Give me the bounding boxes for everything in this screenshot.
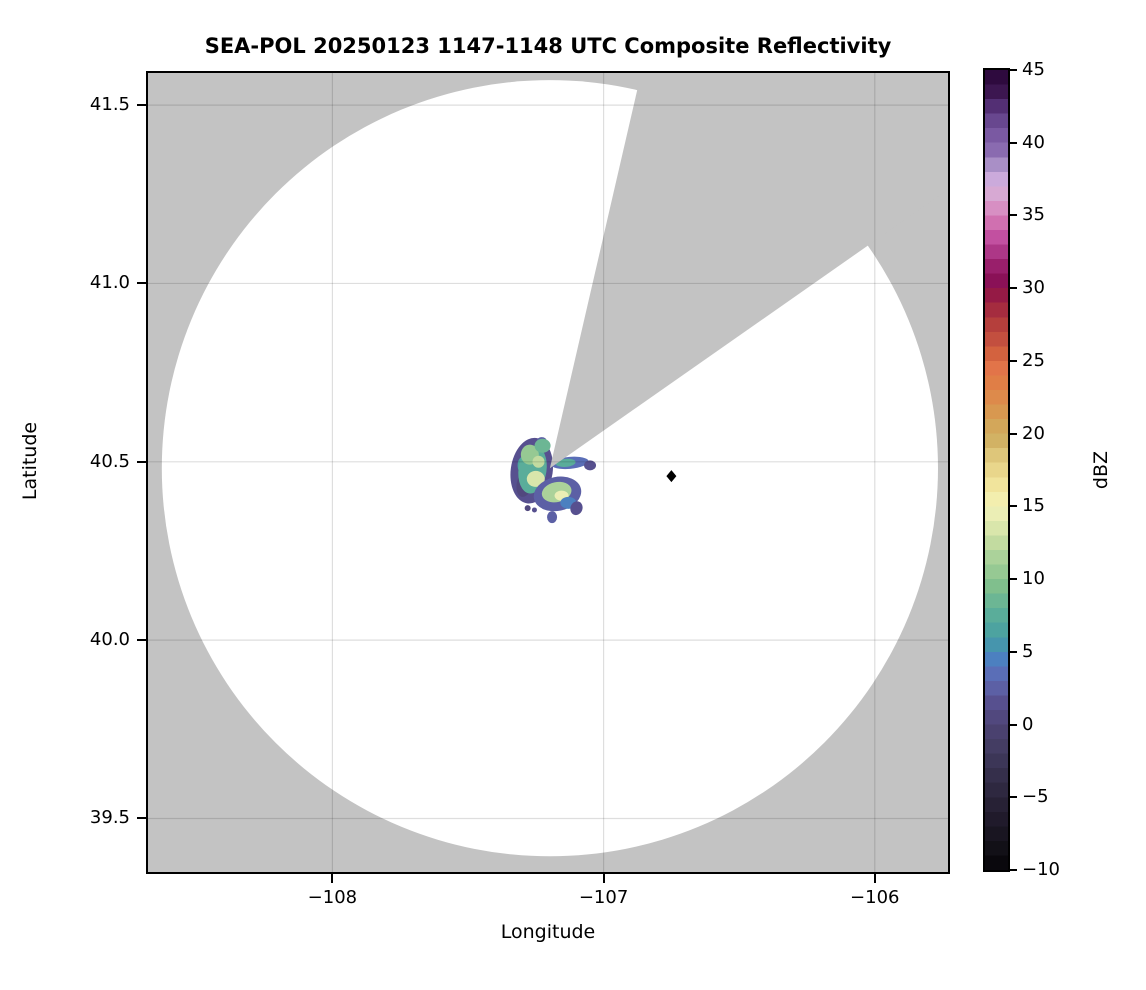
reflectivity-echo [555,458,576,467]
station-diamond-marker [666,470,677,483]
y-tick-label: 41.5 [89,94,130,116]
colorbar-tick-label: 45 [1022,59,1045,80]
y-tick-mark [137,104,146,107]
y-tick-mark [137,282,146,285]
reflectivity-echo [584,460,597,471]
reflectivity-echo [547,511,558,524]
y-tick-mark [137,817,146,820]
colorbar-tick-mark [1010,869,1017,871]
y-tick-label: 39.5 [89,807,130,829]
y-tick-label: 40.5 [89,450,130,472]
x-tick-mark [602,874,605,883]
colorbar-tick-mark [1010,359,1017,362]
x-tick-label: −108 [307,887,358,908]
colorbar-tick-label: −5 [1022,786,1049,808]
colorbar-tick-mark [1010,432,1017,435]
colorbar-tick-mark [1010,214,1017,217]
x-axis-label: Longitude [500,921,596,943]
reflectivity-echo [526,470,545,487]
colorbar-tick-label: 5 [1022,640,1034,662]
colorbar-label: dBZ [1090,450,1112,490]
reflectivity-echo [524,505,531,512]
plot-area[interactable] [146,0,1058,874]
x-tick-mark [873,874,876,883]
colorbar-tick-label: 20 [1022,422,1045,444]
colorbar-tick-label: 35 [1022,204,1045,226]
y-tick-label: 40.0 [89,629,130,651]
colorbar-tick-mark [1010,141,1017,144]
reflectivity-echo [570,501,583,516]
x-tick-label: −106 [850,887,900,908]
colorbar-tick-label: 0 [1022,713,1034,735]
colorbar [983,68,1010,872]
y-axis-label: Latitude [19,421,41,501]
plot-title: SEA-POL 20250123 1147-1148 UTC Composite… [204,34,892,58]
colorbar-tick-label: 40 [1022,131,1045,153]
reflectivity-echo [531,507,537,513]
colorbar-tick-label: 25 [1022,349,1045,371]
colorbar-tick-label: 15 [1022,495,1045,517]
colorbar-tick-mark [1010,505,1017,508]
colorbar-tick-label: 10 [1022,568,1045,590]
reflectivity-echo [532,455,545,468]
colorbar-tick-label: −10 [1022,859,1060,880]
colorbar-tick-label: 30 [1022,277,1045,299]
radar-map [148,0,1058,872]
colorbar-gradient [985,70,1008,870]
colorbar-tick-mark [1010,796,1017,799]
blocked-sector-wedge [549,0,1058,469]
y-tick-mark [137,639,146,642]
colorbar-tick-mark [1010,650,1017,653]
colorbar-tick-mark [1010,69,1017,71]
y-tick-mark [137,460,146,463]
colorbar-tick-mark [1010,578,1017,581]
x-tick-label: −107 [578,887,629,908]
colorbar-tick-mark [1010,723,1017,726]
y-tick-label: 41.0 [89,272,130,294]
colorbar-tick-mark [1010,287,1017,290]
x-tick-mark [331,874,334,883]
reflectivity-echo [534,438,551,453]
